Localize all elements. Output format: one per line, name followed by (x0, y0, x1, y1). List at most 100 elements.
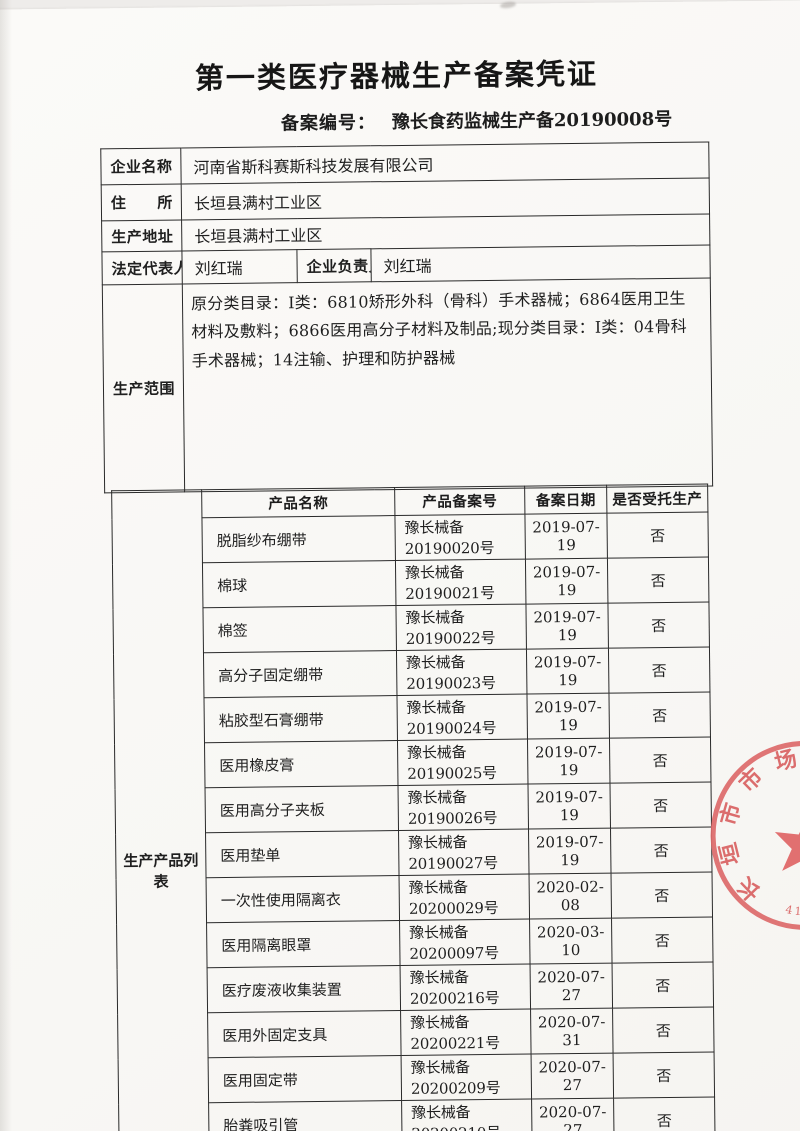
table-row: 棉签 豫长械备20190022号 2019-07-19 否 (113, 601, 710, 654)
table-row: 医用固定带 豫长械备20200209号 2020-07-27 否 (118, 1051, 715, 1104)
record-number-label: 备案编号： (280, 112, 377, 135)
record-no-cell: 豫长械备20190021号 (395, 559, 526, 606)
column-header: 是否受托生产 (606, 484, 708, 514)
field-label: 企业名称 (100, 147, 182, 185)
record-no-cell: 豫长械备20200221号 (400, 1009, 532, 1056)
page-title: 第一类医疗器械生产备案凭证 (194, 56, 599, 96)
record-date-cell: 2019-07-19 (526, 693, 610, 740)
entrusted-cell: 否 (610, 826, 713, 874)
entrusted-cell: 否 (611, 871, 713, 919)
entrusted-cell: 否 (608, 646, 710, 694)
product-name-cell: 医用橡皮膏 (204, 740, 399, 788)
product-name-cell: 脱脂纱布绷带 (201, 515, 396, 563)
record-date-cell: 2020-07-31 (530, 1008, 614, 1055)
production-scope-value: 原分类目录：Ⅰ类：6810矫形外科（骨科）手术器械；6864医用卫生材料及敷料；… (182, 277, 713, 492)
product-list-table: 生产产品列表 产品名称 产品备案号 备案日期 是否受托生产 脱脂纱布绷带 豫长械备20190… (111, 483, 717, 1131)
table-row: 高分子固定绷带 豫长械备20190023号 2019-07-19 否 (113, 646, 710, 699)
seal-serial-number: 41072 (784, 901, 800, 918)
product-name-cell: 棉签 (202, 605, 397, 653)
record-date-cell: 2020-07-27 (530, 963, 613, 1010)
product-name-cell: 医用垫单 (205, 830, 400, 878)
record-no-cell: 豫长械备20190020号 (394, 514, 526, 561)
residence-value: 长垣县满村工业区 (181, 177, 710, 220)
table-row: 医用垫单 豫长械备20190027号 2019-07-19 否 (116, 826, 713, 879)
entrusted-cell: 否 (611, 916, 714, 964)
company-info-table: 企业名称 河南省斯科赛斯科技发展有限公司 住 所 长垣县满村工业区 生产地址 长… (100, 141, 713, 493)
record-date-cell: 2020-07-27 (531, 1098, 615, 1131)
table-row: 粘胶型石膏绷带 豫长械备20190024号 2019-07-19 否 (114, 691, 711, 744)
entrusted-cell: 否 (613, 1051, 715, 1099)
entrusted-cell: 否 (612, 961, 714, 1009)
entrusted-cell: 否 (606, 512, 709, 559)
entrusted-cell: 否 (607, 601, 710, 649)
record-no-cell: 豫长械备20200210号 (401, 1099, 533, 1131)
entrusted-cell: 否 (612, 1006, 715, 1054)
table-row: 脱脂纱布绷带 豫长械备20190020号 2019-07-19 否 (112, 512, 709, 564)
product-name-cell: 医用高分子夹板 (205, 785, 399, 833)
table-row: 一次性使用隔离衣 豫长械备20200029号 2020-02-08 否 (116, 871, 713, 924)
record-no-cell: 豫长械备20190027号 (398, 829, 530, 876)
seal-ring-circle (710, 740, 800, 930)
product-name-cell: 粘胶型石膏绷带 (203, 695, 398, 743)
product-table-body: 生产产品列表 产品名称 产品备案号 备案日期 是否受托生产 脱脂纱布绷带 豫长械备20190… (111, 484, 717, 1131)
table-row: 医用高分子夹板 豫长械备20190026号 2019-07-19 否 (115, 781, 712, 834)
column-header: 备案日期 (524, 485, 607, 515)
legal-rep-value: 刘红瑞 (181, 249, 298, 284)
column-header: 产品名称 (201, 487, 395, 518)
record-date-cell: 2019-07-19 (527, 738, 610, 785)
seal-star-icon (774, 813, 800, 876)
record-no-cell: 豫长械备20190026号 (398, 784, 529, 831)
table-row: 医用外固定支具 豫长械备20200221号 2020-07-31 否 (118, 1006, 715, 1059)
record-date-cell: 2019-07-19 (524, 513, 608, 560)
table-row: 医疗废液收集装置 豫长械备20200216号 2020-07-27 否 (117, 961, 714, 1014)
entrusted-cell: 否 (608, 691, 711, 739)
product-name-cell: 医用固定带 (208, 1055, 402, 1103)
table-row: 生产范围 原分类目录：Ⅰ类：6810矫形外科（骨科）手术器械；6864医用卫生材… (102, 277, 713, 493)
field-label: 企业负责人 (296, 248, 372, 283)
record-number-value: 豫长食药监械生产备20190008号 (391, 108, 673, 134)
field-label: 法定代表人 (101, 250, 183, 285)
entrusted-cell: 否 (609, 781, 712, 829)
product-name-cell: 胎粪吸引管 (208, 1100, 403, 1131)
record-date-cell: 2019-07-19 (527, 783, 611, 830)
product-name-cell: 医疗废液收集装置 (207, 965, 401, 1013)
product-name-cell: 高分子固定绷带 (203, 650, 397, 698)
record-date-cell: 2019-07-19 (528, 828, 612, 875)
record-no-cell: 豫长械备20200029号 (399, 874, 530, 921)
record-no-cell: 豫长械备20200097号 (399, 919, 531, 966)
field-label: 生产范围 (102, 283, 185, 493)
record-date-cell: 2019-07-19 (525, 603, 609, 650)
product-section-label: 生产产品列表 (111, 489, 211, 1131)
record-date-cell: 2019-07-19 (525, 558, 608, 605)
svg-text:41072: 41072 (784, 901, 800, 918)
entrusted-cell: 否 (609, 736, 711, 784)
product-name-cell: 棉球 (202, 560, 396, 608)
record-no-cell: 豫长械备20190023号 (396, 649, 527, 696)
company-name-value: 河南省斯科赛斯科技发展有限公司 (180, 141, 710, 184)
record-date-cell: 2020-02-08 (529, 873, 612, 920)
record-date-cell: 2019-07-19 (526, 648, 609, 695)
product-name-cell: 医用隔离眼罩 (206, 920, 401, 968)
record-number: 备案编号： 豫长食药监械生产备20190008号 (281, 105, 672, 135)
record-no-cell: 豫长械备20190024号 (396, 694, 528, 741)
official-red-seal: 长垣市市场监督 41072 (710, 740, 800, 930)
column-header: 产品备案号 (394, 486, 525, 516)
record-no-cell: 豫长械备20200209号 (401, 1054, 532, 1101)
product-name-cell: 一次性使用隔离衣 (206, 875, 400, 923)
field-label: 住 所 (101, 183, 182, 221)
table-row: 胎粪吸引管 豫长械备20200210号 2020-07-27 否 (119, 1096, 716, 1131)
record-no-cell: 豫长械备20190025号 (397, 739, 528, 786)
record-no-cell: 豫长械备20190022号 (395, 604, 527, 651)
company-manager-value: 刘红瑞 (370, 244, 711, 282)
table-row: 医用隔离眼罩 豫长械备20200097号 2020-03-10 否 (117, 916, 714, 969)
record-no-cell: 豫长械备20200216号 (400, 964, 531, 1011)
entrusted-cell: 否 (607, 557, 709, 604)
table-row: 医用橡皮膏 豫长械备20190025号 2019-07-19 否 (115, 736, 711, 789)
field-label: 生产地址 (101, 219, 182, 252)
table-row: 棉球 豫长械备20190021号 2019-07-19 否 (112, 557, 709, 609)
product-name-cell: 医用外固定支具 (207, 1010, 402, 1058)
record-date-cell: 2020-07-27 (531, 1053, 614, 1100)
entrusted-cell: 否 (613, 1096, 716, 1131)
